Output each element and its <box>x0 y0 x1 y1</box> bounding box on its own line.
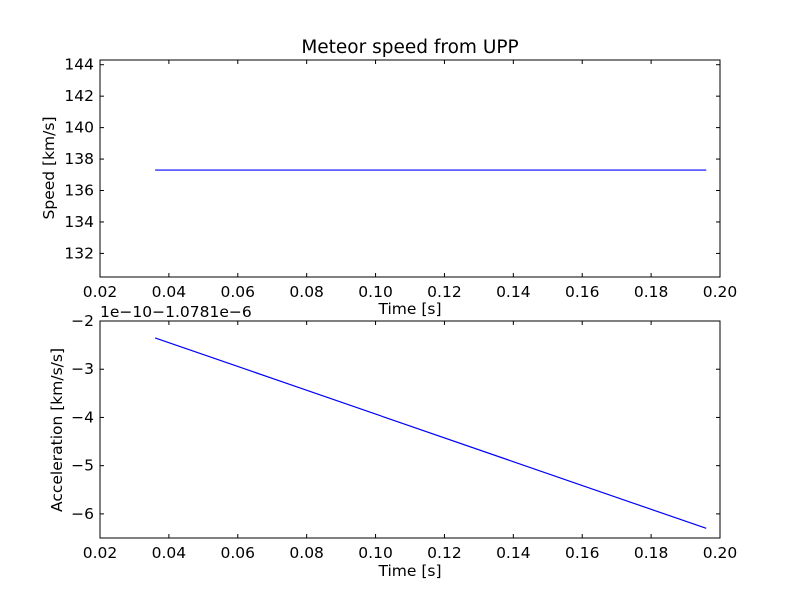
acceleration-y-tick-label: −6 <box>71 505 94 523</box>
acceleration-x-tick-label: 0.12 <box>427 544 462 562</box>
acceleration-x-tick-label: 0.08 <box>289 544 324 562</box>
acceleration-series-line <box>154 337 707 529</box>
speed-x-axis-label: Time [s] <box>377 300 441 318</box>
speed-x-tick-label: 0.18 <box>634 283 669 301</box>
acceleration-series <box>154 337 707 529</box>
speed-x-tick-label: 0.10 <box>358 283 393 301</box>
acceleration-x-axis-label: Time [s] <box>377 562 441 580</box>
speed-plot-area <box>99 59 721 278</box>
acceleration-y-tick-label: −3 <box>71 360 94 378</box>
acceleration-y-tick-label: −5 <box>71 457 94 475</box>
speed-chart-title: Meteor speed from UPP <box>301 37 518 58</box>
speed-subplot: Meteor speed from UPP 0.02 0.04 0.06 0.08 0.… <box>40 37 737 318</box>
acceleration-x-tick-label: 0.20 <box>703 544 738 562</box>
acceleration-y-ticks: −6 −5 −4 −3 −2 <box>71 312 720 523</box>
acceleration-subplot: 1e−10−1.0781e−6 0.02 0.04 0.06 0.08 0.10 0.12… <box>48 303 737 580</box>
speed-y-tick-label: 138 <box>64 150 94 168</box>
acceleration-x-ticks: 0.02 0.04 0.06 0.08 0.10 0.12 0.14 0.16 0.18 0.20 <box>83 321 738 562</box>
acceleration-plot-area <box>99 320 721 539</box>
speed-y-tick-label: 140 <box>64 119 94 137</box>
acceleration-x-tick-label: 0.04 <box>152 544 187 562</box>
speed-y-tick-label: 142 <box>64 87 94 105</box>
acceleration-y-tick-label: −4 <box>71 408 94 426</box>
speed-y-tick-label: 136 <box>64 182 94 200</box>
speed-y-axis-label: Speed [km/s] <box>40 117 58 220</box>
acceleration-x-tick-label: 0.10 <box>358 544 393 562</box>
acceleration-y-axis-label: Acceleration [km/s/s] <box>48 348 66 512</box>
speed-y-tick-label: 144 <box>64 56 94 74</box>
speed-y-tick-label: 134 <box>64 213 94 231</box>
speed-x-tick-label: 0.16 <box>565 283 600 301</box>
speed-x-tick-label: 0.14 <box>496 283 531 301</box>
speed-x-tick-label: 0.02 <box>83 283 118 301</box>
acceleration-x-tick-label: 0.02 <box>83 544 118 562</box>
speed-x-ticks: 0.02 0.04 0.06 0.08 0.10 0.12 0.14 0.16 0.18 0.20 <box>83 60 738 301</box>
speed-x-tick-label: 0.04 <box>152 283 187 301</box>
speed-x-tick-label: 0.06 <box>221 283 256 301</box>
acceleration-x-tick-label: 0.14 <box>496 544 531 562</box>
acceleration-x-tick-label: 0.16 <box>565 544 600 562</box>
acceleration-y-tick-label: −2 <box>71 312 94 330</box>
speed-y-tick-label: 132 <box>64 244 94 262</box>
speed-x-tick-label: 0.20 <box>703 283 738 301</box>
speed-x-tick-label: 0.08 <box>289 283 324 301</box>
acceleration-x-tick-label: 0.06 <box>221 544 256 562</box>
speed-x-tick-label: 0.12 <box>427 283 462 301</box>
acceleration-offset-label: 1e−10−1.0781e−6 <box>100 303 252 321</box>
acceleration-x-tick-label: 0.18 <box>634 544 669 562</box>
speed-y-ticks: 132 134 136 138 140 142 144 <box>64 56 720 262</box>
